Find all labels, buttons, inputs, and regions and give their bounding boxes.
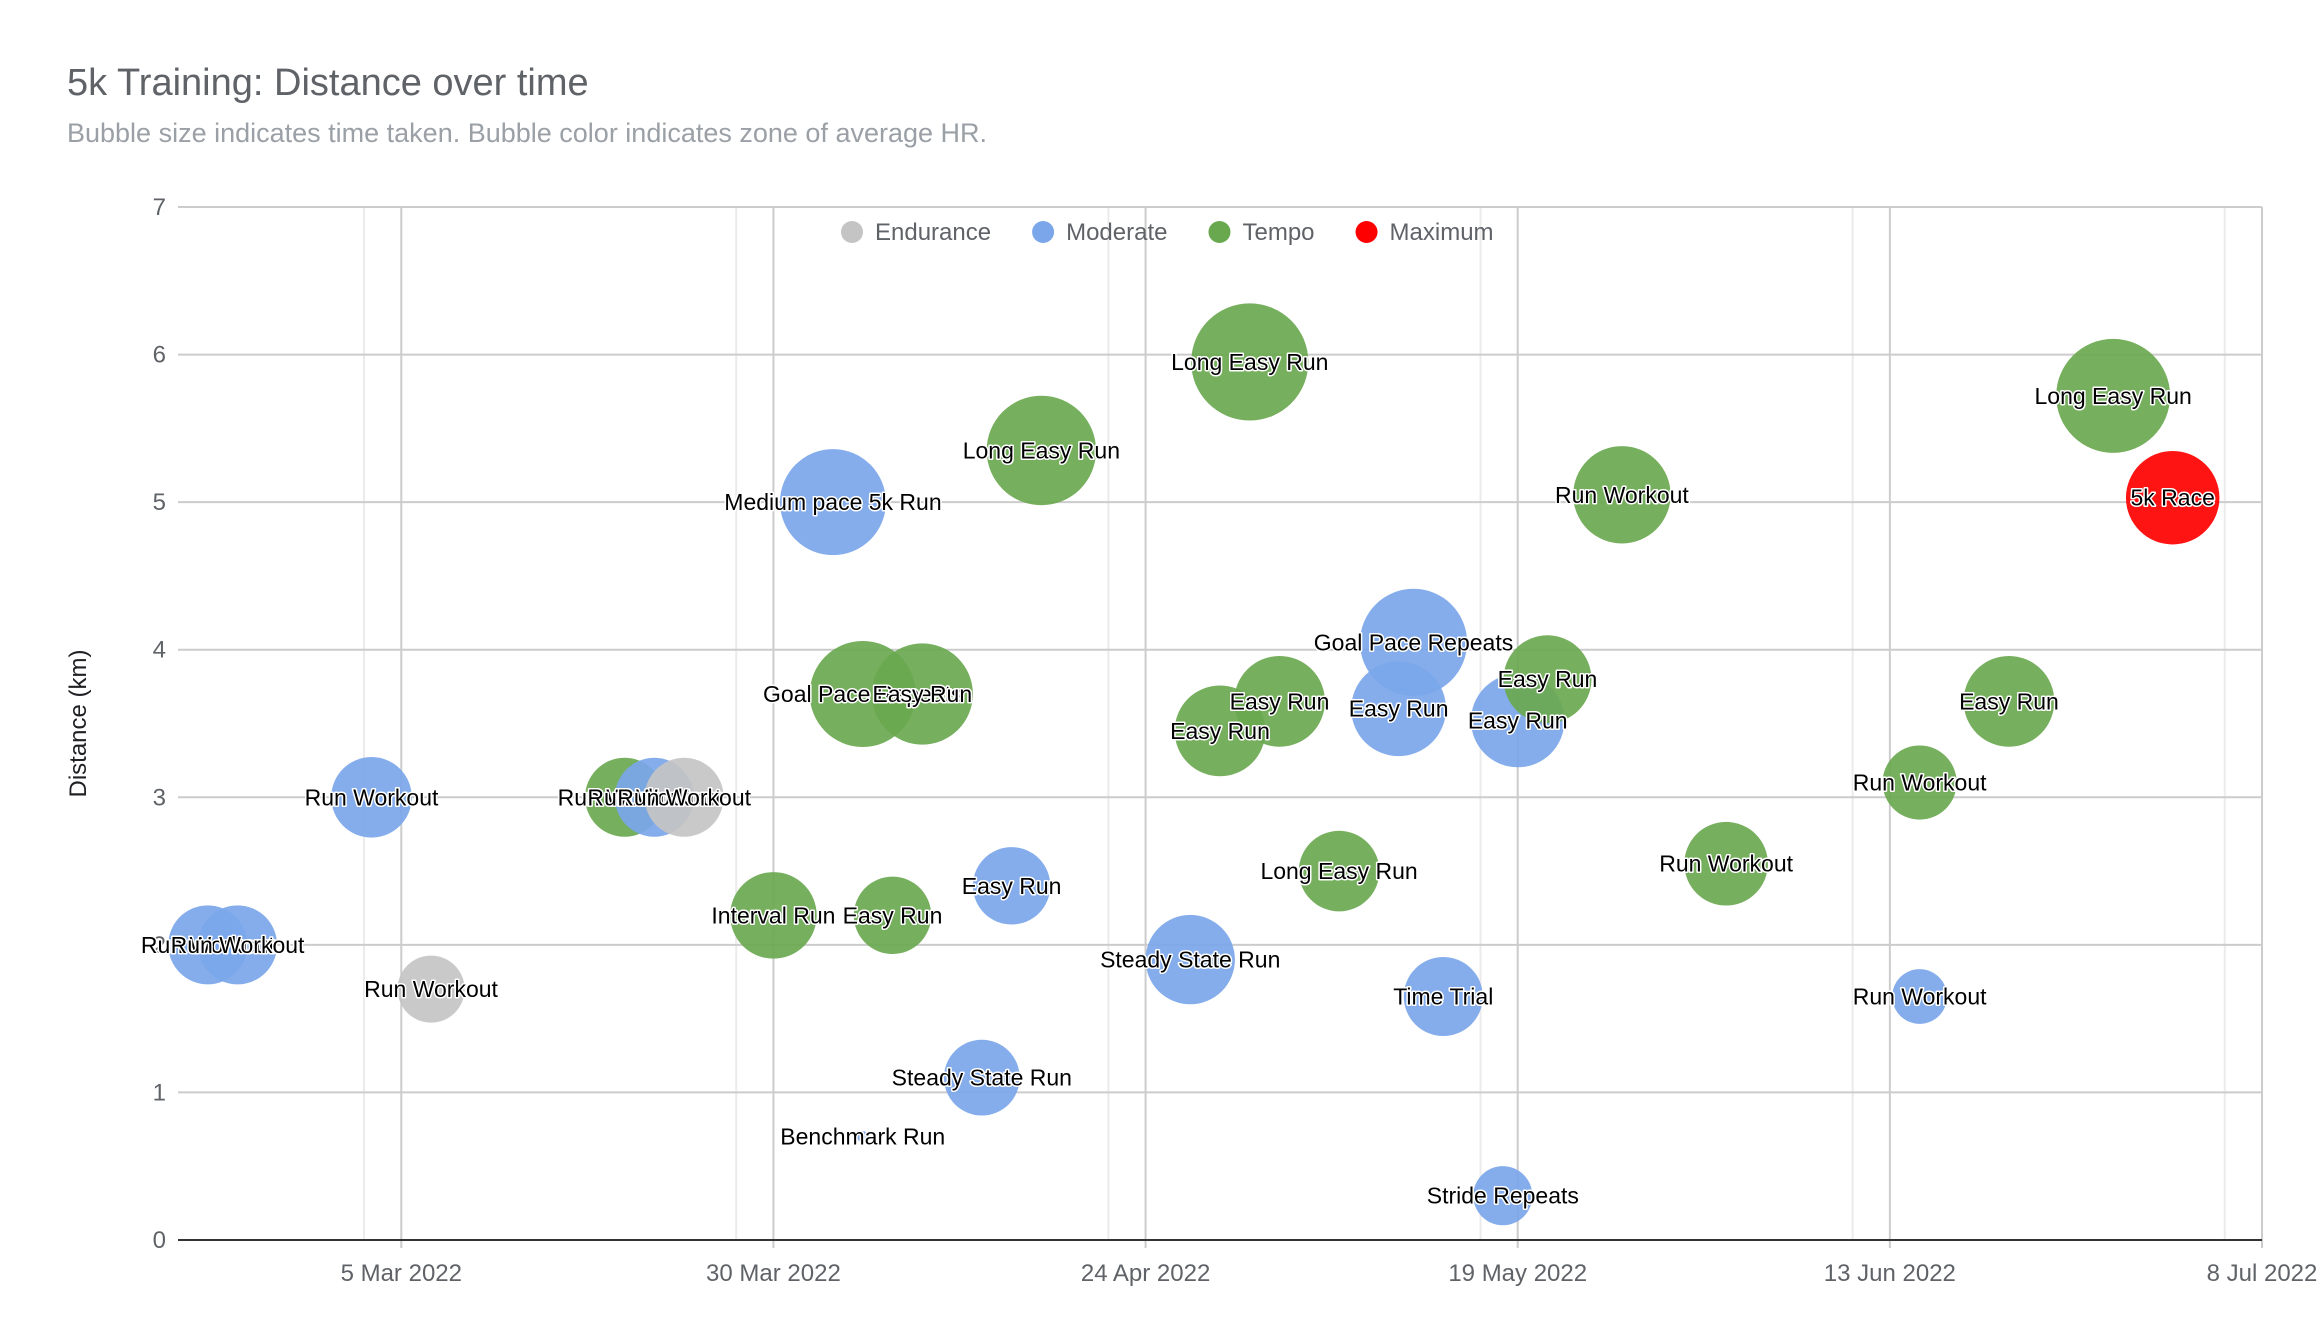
- y-tick-label: 7: [153, 194, 166, 221]
- y-tick-label: 5: [153, 489, 166, 516]
- legend-marker: [1208, 221, 1231, 243]
- bubble-label: Easy Run: [1468, 708, 1568, 734]
- bubble-label: Long Easy Run: [1171, 349, 1328, 375]
- bubble-label: Run Workout: [171, 932, 305, 958]
- y-axis-ticks: 0 1 2 3 4 5 6 7: [153, 194, 166, 1254]
- bubble: [1963, 655, 2055, 747]
- y-axis-title: Distance (km): [65, 649, 92, 797]
- legend-label: Endurance: [875, 219, 991, 246]
- bubble: [397, 955, 465, 1023]
- bubble: [1684, 821, 1768, 906]
- legend-marker: [1032, 221, 1055, 243]
- bubble-label: Run Workout: [364, 976, 498, 1002]
- bubble: [1234, 655, 1325, 747]
- bubble: [1882, 745, 1957, 820]
- bubble: [871, 643, 973, 745]
- bubble-label: Run Workout: [1853, 770, 1987, 796]
- bubble: [1359, 588, 1468, 696]
- y-tick-label: 4: [153, 637, 166, 664]
- bubble: [2056, 338, 2171, 453]
- x-tick-label: 5 Mar 2022: [341, 1260, 462, 1287]
- bubble: [779, 449, 886, 556]
- bubble-label: Easy Run: [962, 873, 1062, 899]
- bubble-label: Run Workout: [1659, 851, 1793, 877]
- bubble-label: Goal Pace Repeats: [1314, 629, 1513, 655]
- bubble: [1573, 446, 1671, 544]
- y-tick-label: 6: [153, 342, 166, 369]
- bubble-label: Goal Pace Repeats: [763, 681, 962, 707]
- bubble-label: Medium pace 5k Run: [724, 489, 941, 515]
- bubble: [1892, 969, 1947, 1024]
- bubble: [986, 395, 1097, 506]
- bubble: [853, 876, 932, 955]
- legend-item: Tempo: [1208, 219, 1315, 246]
- legend-item: Maximum: [1355, 219, 1494, 246]
- bubble-label: Benchmark Run: [780, 1124, 945, 1150]
- bubble: [1298, 830, 1380, 912]
- legend-label: Maximum: [1390, 219, 1494, 246]
- bubble-label: Easy Run: [1170, 718, 1270, 744]
- legend: Endurance Moderate Tempo Maximum: [841, 219, 1494, 246]
- bubble: [1473, 1166, 1533, 1226]
- bubble-label: Time Trial: [1393, 984, 1493, 1010]
- bubble: [1191, 303, 1309, 421]
- bubble-label: Run Workout: [1555, 482, 1689, 508]
- legend-label: Tempo: [1242, 219, 1314, 246]
- legend-marker: [841, 221, 863, 243]
- bubble-label: Run Workout: [141, 932, 275, 958]
- bubble: [1403, 957, 1483, 1037]
- chart-title: 5k Training: Distance over time: [67, 62, 589, 104]
- bubble: [730, 872, 817, 959]
- bubble-label: Run Workout: [587, 784, 721, 810]
- bubble-label: Easy Run: [1959, 688, 2059, 714]
- bubble-label: Steady State Run: [892, 1065, 1072, 1091]
- bubble: [198, 905, 278, 985]
- bubble-label: Run Workout: [1853, 984, 1987, 1010]
- bubble: [1503, 635, 1592, 724]
- x-axis-ticks: 5 Mar 2022 30 Mar 2022 24 Apr 2022 19 May 2…: [341, 1260, 2318, 1287]
- bubble-label: 5k Race: [2130, 485, 2214, 511]
- bubble: [972, 847, 1051, 925]
- bubble-label: Run Workout: [617, 784, 751, 810]
- x-tick-label: 30 Mar 2022: [706, 1260, 841, 1287]
- bubble-label: Long Easy Run: [1260, 858, 1417, 884]
- bubble: [857, 1131, 869, 1143]
- bubble-label: Easy Run: [872, 681, 972, 707]
- bubble-series: [168, 303, 2220, 1226]
- bubble-label: Easy Run: [1349, 696, 1449, 722]
- bubble-label: Long Easy Run: [2035, 383, 2192, 409]
- bubble: [943, 1039, 1020, 1116]
- x-tick-label: 19 May 2022: [1448, 1260, 1587, 1287]
- bubble-label: Easy Run: [1498, 666, 1598, 692]
- bubble-label: Stride Repeats: [1427, 1183, 1579, 1209]
- bubble-label: Easy Run: [843, 902, 943, 928]
- bubble: [1145, 914, 1235, 1005]
- x-tick-label: 8 Jul 2022: [2207, 1260, 2318, 1287]
- bubble-label: Easy Run: [1230, 688, 1330, 714]
- bubble-label: Run Workout: [558, 784, 692, 810]
- x-tick-label: 13 Jun 2022: [1824, 1260, 1956, 1287]
- bubble-label: Steady State Run: [1100, 947, 1280, 973]
- y-tick-label: 3: [153, 784, 166, 811]
- bubble-label: Interval Run: [711, 902, 835, 928]
- y-tick-label: 0: [153, 1227, 166, 1254]
- legend-item: Moderate: [1032, 219, 1167, 246]
- y-tick-label: 2: [153, 932, 166, 959]
- bubble: [331, 757, 412, 838]
- legend-item: Endurance: [841, 219, 991, 246]
- chart-subtitle: Bubble size indicates time taken. Bubble…: [67, 118, 988, 148]
- bubble: [2125, 450, 2220, 545]
- bubble-label: Run Workout: [305, 784, 439, 810]
- bubble: [644, 757, 724, 837]
- y-tick-label: 1: [153, 1079, 166, 1106]
- x-tick-label: 24 Apr 2022: [1081, 1260, 1210, 1287]
- bubble-label: Long Easy Run: [963, 437, 1120, 463]
- legend-marker: [1355, 221, 1378, 243]
- legend-label: Moderate: [1066, 219, 1167, 246]
